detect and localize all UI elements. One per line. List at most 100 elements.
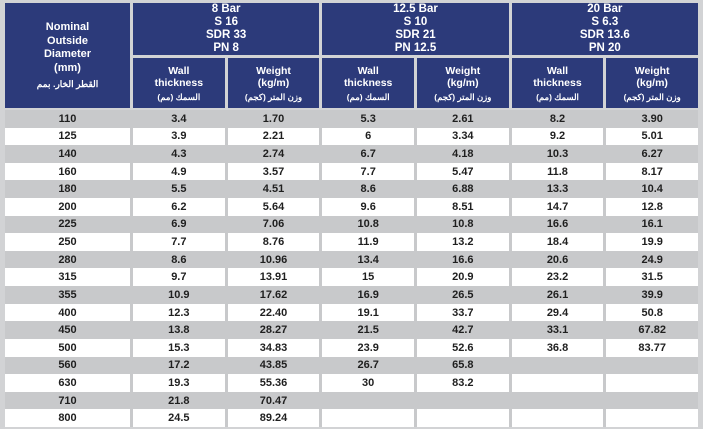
cell-value	[417, 391, 509, 410]
cell-value: 15.3	[133, 338, 225, 357]
cell-diameter: 200	[5, 198, 130, 216]
cell-value: 20.9	[417, 268, 509, 287]
cell-value: 19.9	[606, 233, 699, 251]
cell-value: 43.85	[227, 356, 320, 375]
cell-diameter: 160	[5, 162, 130, 181]
subheader-label-line: (kg/m)	[636, 76, 668, 89]
cell-value: 16.6	[417, 250, 509, 269]
cell-value: 7.7	[322, 162, 415, 181]
pipe-spec-table: Nominal Outside Diameter (mm) القطر الخا…	[5, 3, 699, 427]
cell-value: 5.47	[417, 162, 509, 181]
cell-diameter: 800	[5, 409, 130, 427]
cell-value	[606, 374, 699, 392]
cell-diameter: 225	[5, 215, 130, 234]
subheader-arabic-label: وزن المتر (كجم)	[244, 91, 303, 102]
diameter-header-arabic-label: القطر الخار. بمم	[36, 79, 99, 89]
subheader-arabic-label: وزن المتر (كجم)	[623, 91, 681, 102]
subheader-label-line: Weight	[256, 64, 291, 77]
cell-value: 4.3	[133, 145, 225, 163]
cell-value: 3.90	[606, 110, 699, 128]
cell-value: 31.5	[606, 268, 699, 287]
cell-value: 67.82	[606, 321, 699, 339]
cell-value	[511, 391, 604, 410]
cell-value: 2.21	[227, 127, 320, 146]
group-title-line: SDR 13.6	[579, 29, 630, 41]
cell-value: 11.9	[322, 233, 415, 251]
diameter-header-line: Outside	[47, 34, 88, 47]
cell-value: 8.17	[606, 162, 699, 181]
wall-thickness-header: Wall thickness السمك (مم)	[133, 58, 225, 108]
cell-value: 12.8	[606, 198, 699, 216]
cell-value: 17.2	[133, 356, 225, 375]
diameter-header: Nominal Outside Diameter (mm) القطر الخا…	[5, 3, 130, 108]
cell-value: 12.3	[133, 303, 225, 322]
subheader-label-line: Wall	[168, 64, 190, 77]
cell-value: 26.7	[322, 356, 415, 375]
cell-diameter: 500	[5, 338, 130, 357]
cell-value: 13.2	[417, 233, 509, 251]
cell-value	[511, 356, 604, 375]
cell-value: 2.74	[227, 145, 320, 163]
cell-value: 24.9	[606, 250, 699, 269]
cell-value: 14.7	[511, 198, 604, 216]
cell-value: 33.7	[417, 303, 509, 322]
cell-value: 9.6	[322, 198, 415, 216]
cell-value: 5.5	[133, 180, 225, 199]
cell-value: 3.9	[133, 127, 225, 146]
table-row: 630 19.3 55.36 30 83.2	[5, 374, 699, 392]
group-title-line: 12.5 Bar	[393, 3, 438, 16]
subheader-label-line: thickness	[533, 76, 582, 89]
subheader-label-line: Wall	[546, 64, 569, 77]
group-title-line: S 10	[403, 16, 428, 29]
cell-value: 30	[322, 374, 415, 392]
cell-value: 6.9	[133, 215, 225, 234]
cell-value	[322, 409, 415, 427]
cell-diameter: 180	[5, 180, 130, 199]
cell-value	[606, 391, 699, 410]
cell-value: 9.2	[511, 127, 604, 146]
cell-value	[606, 356, 699, 375]
cell-value: 6.88	[417, 180, 509, 199]
cell-value	[511, 409, 604, 427]
subheader-label-line: thickness	[343, 76, 393, 89]
table-row: 800 24.5 89.24	[5, 409, 699, 427]
pressure-group-header-12-5-bar: 12.5 Bar S 10 SDR 21 PN 12.5	[322, 3, 509, 55]
subheader-row: Wall thickness السمك (مم) Weight (kg/m) وزن ا…	[133, 58, 320, 108]
cell-value: 6.2	[133, 198, 225, 216]
cell-value: 13.91	[227, 268, 320, 287]
table-row: 400 12.3 22.40 19.1 33.7 29.4 50.8	[5, 303, 699, 322]
cell-value: 22.40	[227, 303, 320, 322]
pressure-group-header-20-bar: 20 Bar S 6.3 SDR 13.6 PN 20	[511, 3, 698, 55]
table-row: 110 3.4 1.70 5.3 2.61 8.2 3.90	[5, 110, 699, 128]
table-row: 250 7.7 8.76 11.9 13.2 18.4 19.9	[5, 233, 699, 251]
subheader-arabic-label: وزن المتر (كجم)	[434, 91, 492, 102]
cell-value: 7.06	[227, 215, 320, 234]
cell-value: 13.3	[511, 180, 604, 199]
subheader-label-line: thickness	[154, 76, 204, 89]
subheader-arabic-label: السمك (مم)	[346, 91, 390, 102]
subheader-label-line: Weight	[445, 64, 481, 77]
cell-value: 5.01	[606, 127, 699, 146]
cell-value: 10.9	[133, 286, 225, 304]
subheader-arabic-label: السمك (مم)	[157, 91, 201, 102]
table-body: 110 3.4 1.70 5.3 2.61 8.2 3.90 125 3.9 2.21 6 3.34 9…	[5, 110, 699, 427]
cell-value: 10.8	[322, 215, 415, 234]
pressure-groups: 8 Bar S 16 SDR 33 PN 8 Wall thickness السمك (م…	[133, 3, 698, 108]
cell-diameter: 110	[5, 110, 130, 128]
cell-value: 33.1	[511, 321, 604, 339]
cell-value: 8.6	[322, 180, 415, 199]
cell-value: 10.4	[606, 180, 699, 199]
cell-value: 10.96	[227, 250, 320, 269]
cell-diameter: 710	[5, 391, 130, 410]
weight-header: Weight (kg/m) وزن المتر (كجم)	[417, 58, 509, 108]
cell-value: 29.4	[511, 303, 604, 322]
diameter-header-line: (mm)	[54, 61, 81, 74]
subheader-arabic-label: السمك (مم)	[536, 91, 579, 102]
group-title-line: 20 Bar	[587, 3, 623, 16]
cell-value: 18.4	[511, 233, 604, 251]
cell-value: 6.27	[606, 145, 699, 163]
cell-value: 6.7	[322, 145, 415, 163]
cell-value: 20.6	[511, 250, 604, 269]
weight-header: Weight (kg/m) وزن المتر (كجم)	[606, 58, 698, 108]
wall-thickness-header: Wall thickness السمك (مم)	[511, 58, 604, 108]
